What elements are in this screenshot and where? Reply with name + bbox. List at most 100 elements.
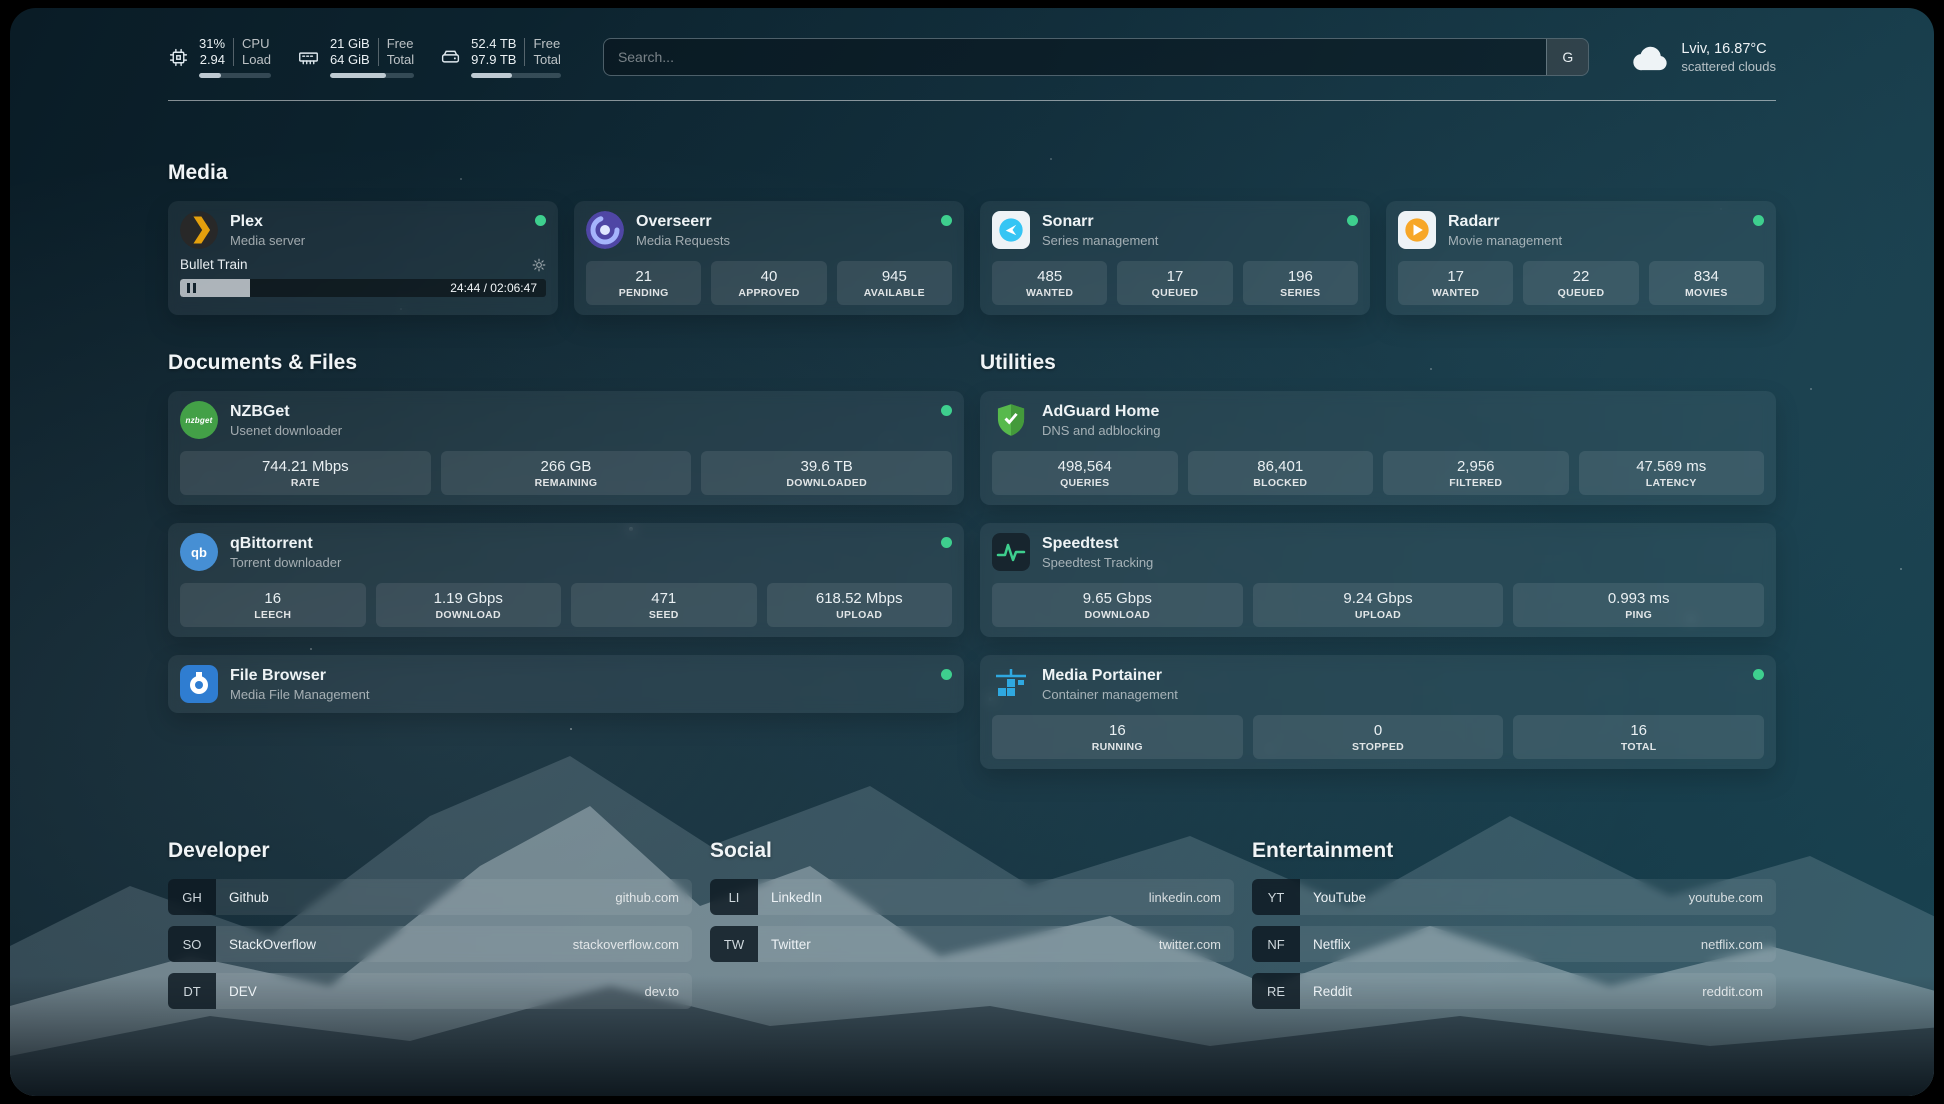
service-card-sonarr[interactable]: Sonarr Series management 485 WANTED 17 QUE… xyxy=(980,201,1370,315)
bookmark-url: dev.to xyxy=(644,983,679,999)
disk-widget: 52.4 TB 97.9 TB Free Total xyxy=(440,36,561,78)
bookmark-url: reddit.com xyxy=(1702,983,1763,999)
widget-separator xyxy=(377,38,379,66)
stat-wanted: 17 WANTED xyxy=(1398,261,1514,305)
service-name: qBittorrent xyxy=(230,534,313,552)
status-dot xyxy=(535,215,546,226)
bookmark-url: netflix.com xyxy=(1700,936,1763,952)
service-name: File Browser xyxy=(230,666,327,684)
stat-downloaded: 39.6 TB DOWNLOADED xyxy=(701,451,952,495)
memory-icon xyxy=(297,47,320,68)
now-playing-title: Bullet Train xyxy=(180,257,248,272)
cpu-progress-bar xyxy=(199,73,271,78)
service-name: AdGuard Home xyxy=(1042,402,1160,420)
media-grid: Plex Media server Bullet Train 24:44 / xyxy=(168,201,1776,315)
documents-column: Documents & Files nzbget NZBGet Usenet d… xyxy=(168,351,964,731)
service-name: Radarr xyxy=(1448,212,1500,230)
bookmark-abbr: TW xyxy=(710,926,758,962)
service-card-adguard[interactable]: AdGuard Home DNS and adblocking 498,564 Q… xyxy=(980,391,1776,505)
memory-free-label: Free xyxy=(386,36,414,51)
stat-queries: 498,564 QUERIES xyxy=(992,451,1178,495)
section-title-developer: Developer xyxy=(168,839,270,862)
service-name: Sonarr xyxy=(1042,212,1094,230)
service-card-nzbget[interactable]: nzbget NZBGet Usenet downloader 744.21 M… xyxy=(168,391,964,505)
service-description: Media File Management xyxy=(230,686,370,702)
stat-available: 945 AVAILABLE xyxy=(836,261,952,305)
service-description: DNS and adblocking xyxy=(1042,422,1161,438)
stat-ping: 0.993 ms PING xyxy=(1513,583,1764,627)
filebrowser-icon xyxy=(180,665,218,703)
stat-download: 9.65 Gbps DOWNLOAD xyxy=(992,583,1243,627)
bookmark-dev[interactable]: DT DEV dev.to xyxy=(168,973,692,1009)
bookmark-abbr: LI xyxy=(710,879,758,915)
snow-dots xyxy=(10,8,12,10)
weather-widget: Lviv, 16.87°C scattered clouds xyxy=(1631,40,1776,74)
gear-icon[interactable] xyxy=(532,258,546,272)
playback-progress-bar[interactable]: 24:44 / 02:06:47 xyxy=(180,279,546,297)
bookmark-stackoverflow[interactable]: SO StackOverflow stackoverflow.com xyxy=(168,926,692,962)
service-description: Speedtest Tracking xyxy=(1042,554,1154,570)
service-name: Media Portainer xyxy=(1042,666,1163,684)
stat-filtered: 2,956 FILTERED xyxy=(1383,451,1569,495)
service-card-overseerr[interactable]: Overseerr Media Requests 21 PENDING 40 APP… xyxy=(574,201,964,315)
overseerr-icon xyxy=(586,211,624,249)
section-title-documents: Documents & Files xyxy=(168,351,358,374)
status-dot xyxy=(941,215,952,226)
service-name: NZBGet xyxy=(230,402,290,420)
stat-wanted: 485 WANTED xyxy=(992,261,1108,305)
service-card-portainer[interactable]: Media Portainer Container management 16 R… xyxy=(980,655,1776,769)
bookmark-url: youtube.com xyxy=(1688,889,1763,905)
bookmark-netflix[interactable]: NF Netflix netflix.com xyxy=(1252,926,1776,962)
bookmark-name: YouTube xyxy=(1313,889,1367,905)
service-description: Torrent downloader xyxy=(230,554,342,570)
widget-separator xyxy=(233,38,235,66)
plex-icon xyxy=(180,211,218,249)
bookmark-youtube[interactable]: YT YouTube youtube.com xyxy=(1252,879,1776,915)
status-dot xyxy=(1753,669,1764,680)
stat-running: 16 RUNNING xyxy=(992,715,1243,759)
search-provider-button[interactable]: G xyxy=(1546,39,1589,75)
bookmark-reddit[interactable]: RE Reddit reddit.com xyxy=(1252,973,1776,1009)
stat-upload: 618.52 Mbps UPLOAD xyxy=(766,583,952,627)
service-description: Media Requests xyxy=(636,232,730,248)
weather-condition: scattered clouds xyxy=(1681,59,1776,74)
cpu-widget: 31% 2.94 CPU Load xyxy=(168,36,271,78)
memory-total-label: Total xyxy=(386,52,415,67)
memory-widget: 21 GiB 64 GiB Free Total xyxy=(297,36,415,78)
bookmark-abbr: RE xyxy=(1252,973,1300,1009)
bookmark-github[interactable]: GH Github github.com xyxy=(168,879,692,915)
service-card-plex[interactable]: Plex Media server Bullet Train 24:44 / xyxy=(168,201,558,315)
bookmark-abbr: YT xyxy=(1252,879,1300,915)
bookmarks-entertainment: Entertainment YT YouTube youtube.com NF … xyxy=(1252,839,1776,1020)
pause-icon[interactable] xyxy=(187,283,196,293)
bookmark-abbr: NF xyxy=(1252,926,1300,962)
service-name: Overseerr xyxy=(636,212,712,230)
bookmark-linkedin[interactable]: LI LinkedIn linkedin.com xyxy=(710,879,1234,915)
stat-total: 16 TOTAL xyxy=(1513,715,1764,759)
bookmark-name: DEV xyxy=(229,983,257,999)
header-divider xyxy=(168,100,1776,101)
search-input[interactable] xyxy=(603,39,1547,75)
stat-latency: 47.569 ms LATENCY xyxy=(1578,451,1764,495)
bookmark-name: Github xyxy=(229,889,269,905)
stat-series: 196 SERIES xyxy=(1242,261,1358,305)
service-card-qbittorrent[interactable]: qb qBittorrent Torrent downloader 16 LEEC… xyxy=(168,523,964,637)
service-card-filebrowser[interactable]: File Browser Media File Management xyxy=(168,655,964,713)
portainer-icon xyxy=(992,665,1030,703)
memory-total-value: 64 GiB xyxy=(329,52,370,67)
cpu-usage-label: CPU xyxy=(242,36,270,51)
stat-queued: 17 QUEUED xyxy=(1117,261,1233,305)
stat-rate: 744.21 Mbps RATE xyxy=(180,451,431,495)
status-dot xyxy=(1753,215,1764,226)
cpu-usage-value: 31% xyxy=(199,36,226,51)
cpu-chip-icon xyxy=(168,47,189,68)
search-bar: G xyxy=(602,38,1590,76)
playback-time: 24:44 / 02:06:47 xyxy=(450,281,537,295)
cpu-load-value: 2.94 xyxy=(199,52,226,67)
bookmark-twitter[interactable]: TW Twitter twitter.com xyxy=(710,926,1234,962)
widget-separator xyxy=(524,38,526,66)
bookmark-abbr: SO xyxy=(168,926,216,962)
bookmark-url: github.com xyxy=(615,889,679,905)
service-card-speedtest[interactable]: Speedtest Speedtest Tracking 9.65 Gbps DO… xyxy=(980,523,1776,637)
service-card-radarr[interactable]: Radarr Movie management 17 WANTED 22 QUEUE… xyxy=(1386,201,1776,315)
